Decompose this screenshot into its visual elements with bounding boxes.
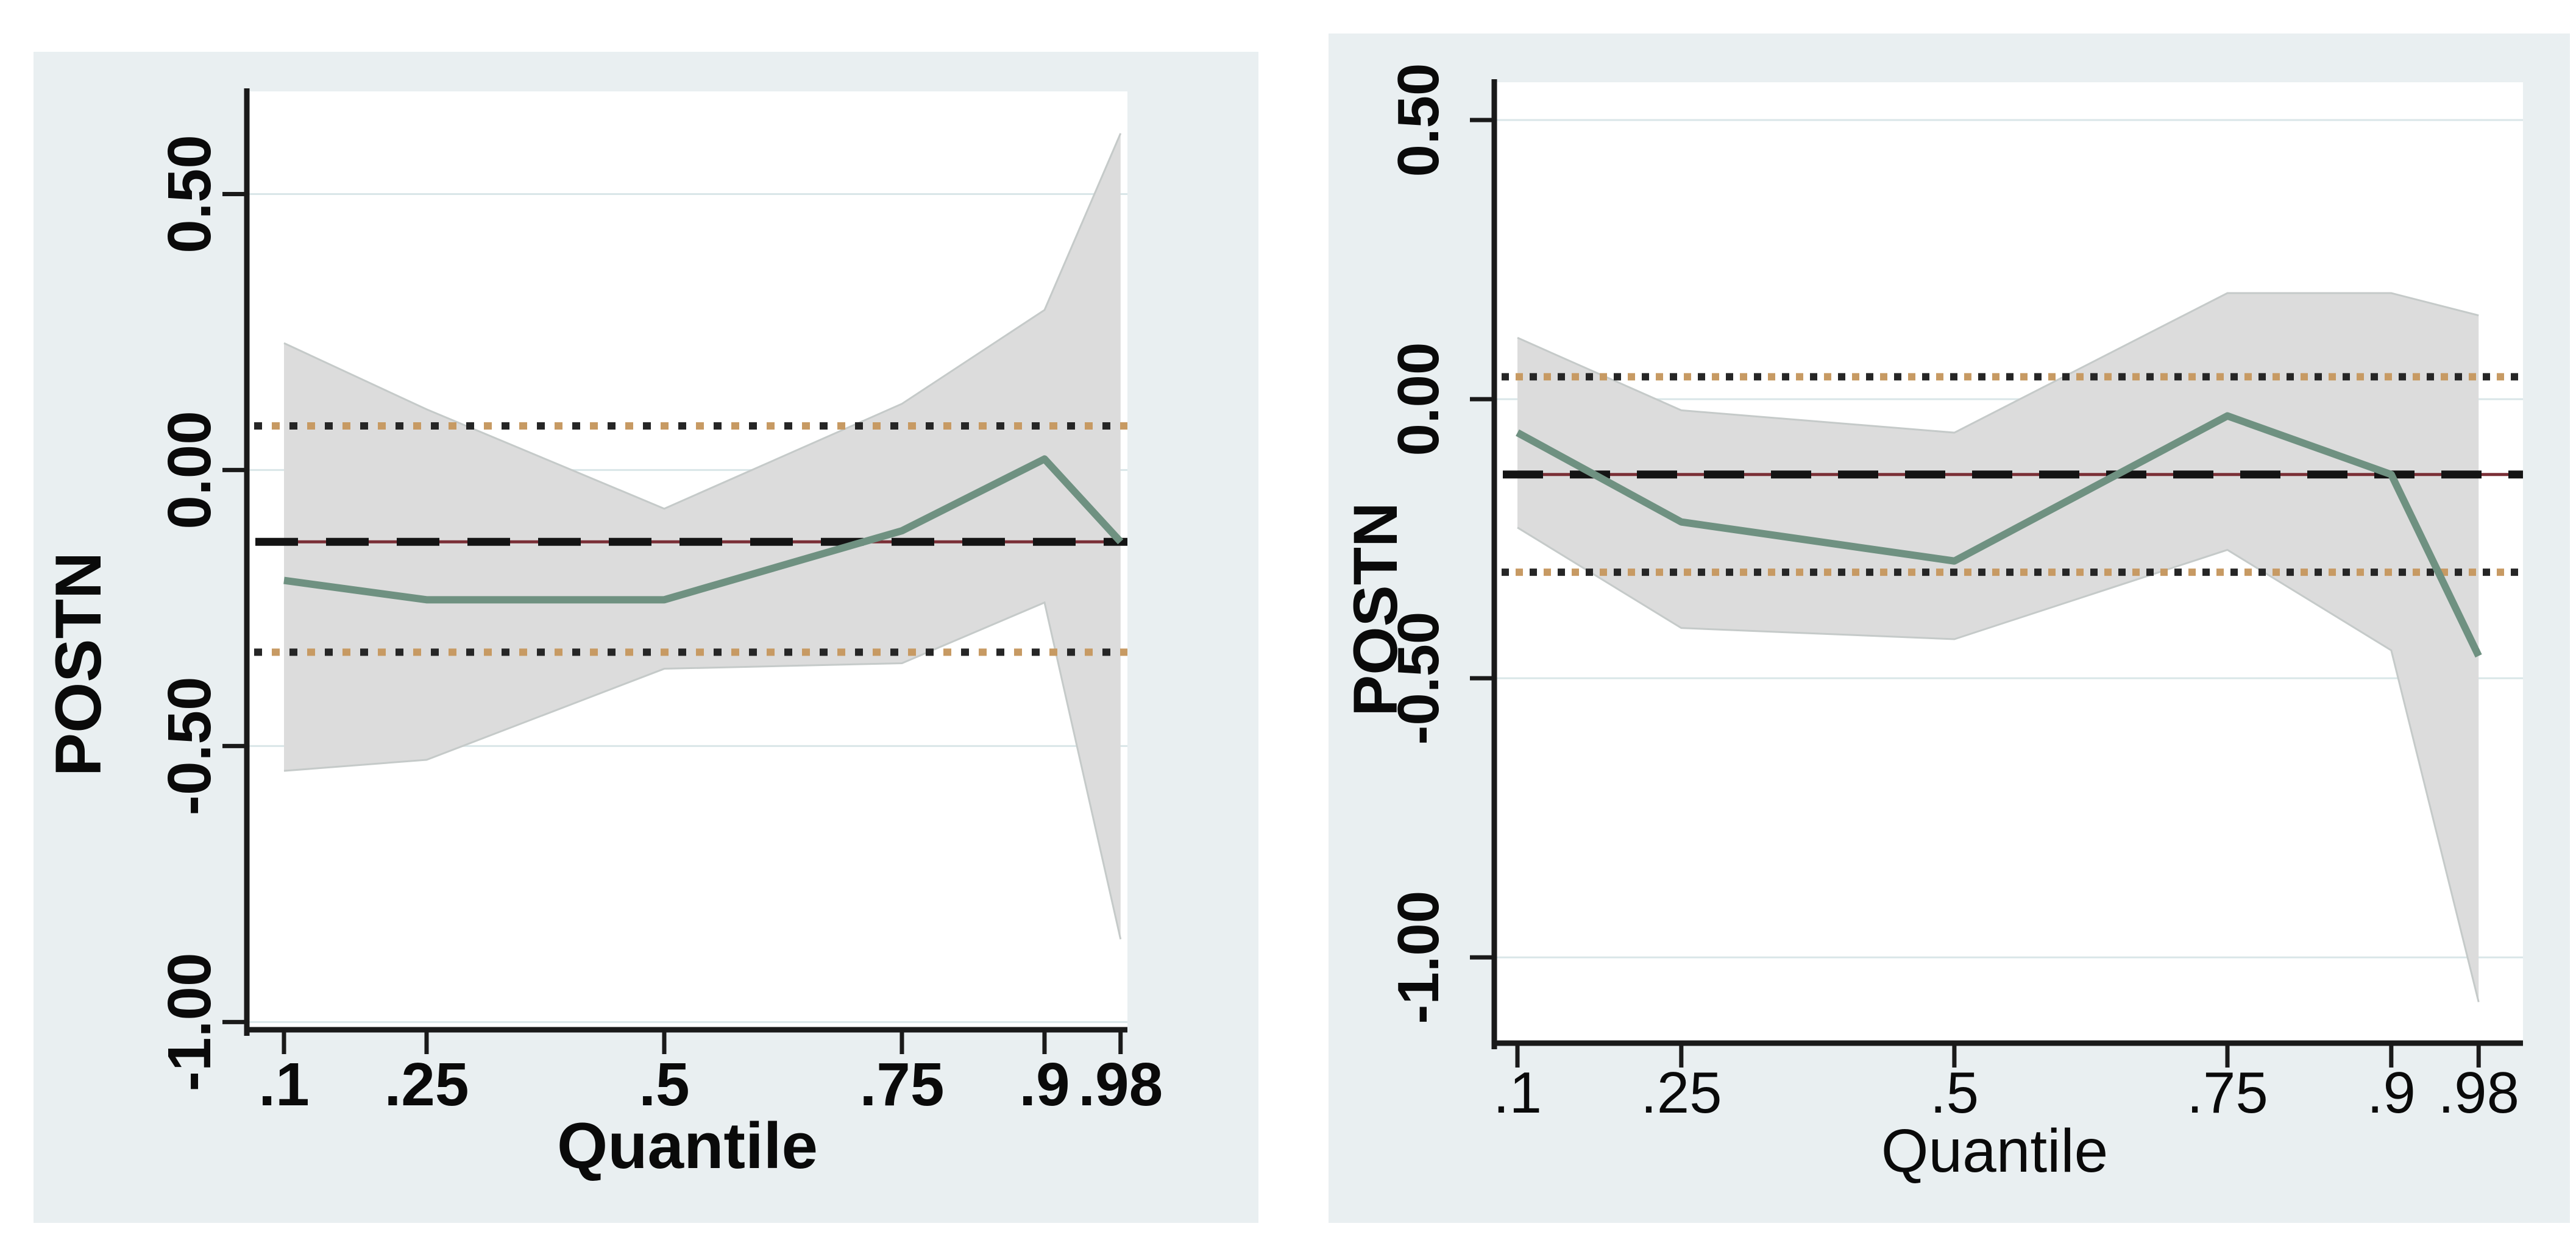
left-x-tick-label: .75 (859, 1050, 944, 1119)
left-confidence-band-lower-edge (283, 601, 1122, 940)
right-confidence-band-upper-edge (1517, 292, 2479, 434)
left-confidence-band-upper-edge (283, 133, 1122, 510)
left-x-tick-label: .25 (384, 1050, 469, 1119)
right-y-tick-label: -0.50 (1386, 612, 1451, 745)
left-quantile-coefficient-line (283, 455, 1124, 604)
left-x-tick-label: .1 (258, 1050, 309, 1119)
left-x-axis-title: Quantile (557, 1109, 818, 1182)
right-quantile-coefficient-line (1516, 412, 2482, 658)
right-y-axis-title: POSTN (1341, 502, 1410, 716)
left-y-axis-title: POSTN (41, 552, 115, 777)
right-x-tick-label: .98 (2438, 1060, 2519, 1125)
right-x-tick-label: .75 (2187, 1060, 2268, 1125)
left-x-tick-label: .98 (1078, 1050, 1163, 1119)
left-chart: 0.500.00-0.50-1.00.1.25.5.75.9.98 POSTN … (34, 52, 1258, 1223)
left-confidence-band (283, 133, 1121, 940)
right-x-tick-label: .5 (1930, 1060, 1979, 1125)
left-y-tick-label: 0.50 (155, 135, 224, 253)
left-y-tick-label: -1.00 (155, 952, 224, 1091)
left-y-tick-label: 0.00 (155, 411, 224, 529)
right-x-tick-label: .1 (1493, 1060, 1542, 1125)
right-confidence-band (1517, 293, 2479, 1002)
left-x-tick-label: .9 (1019, 1050, 1070, 1119)
right-y-tick-label: 0.50 (1386, 63, 1451, 177)
right-y-tick-label: -1.00 (1386, 891, 1451, 1024)
right-y-tick-label: 0.00 (1386, 342, 1451, 456)
right-x-tick-label: .9 (2367, 1060, 2416, 1125)
right-chart: 0.500.00-0.50-1.00.1.25.5.75.9.98 POSTN … (1329, 34, 2570, 1223)
right-x-tick-label: .25 (1641, 1060, 1722, 1125)
right-x-axis-title: Quantile (1881, 1117, 2108, 1185)
left-x-tick-label: .5 (639, 1050, 689, 1119)
right-confidence-band-lower-edge (1517, 526, 2480, 1002)
left-y-tick-label: -0.50 (155, 676, 224, 815)
